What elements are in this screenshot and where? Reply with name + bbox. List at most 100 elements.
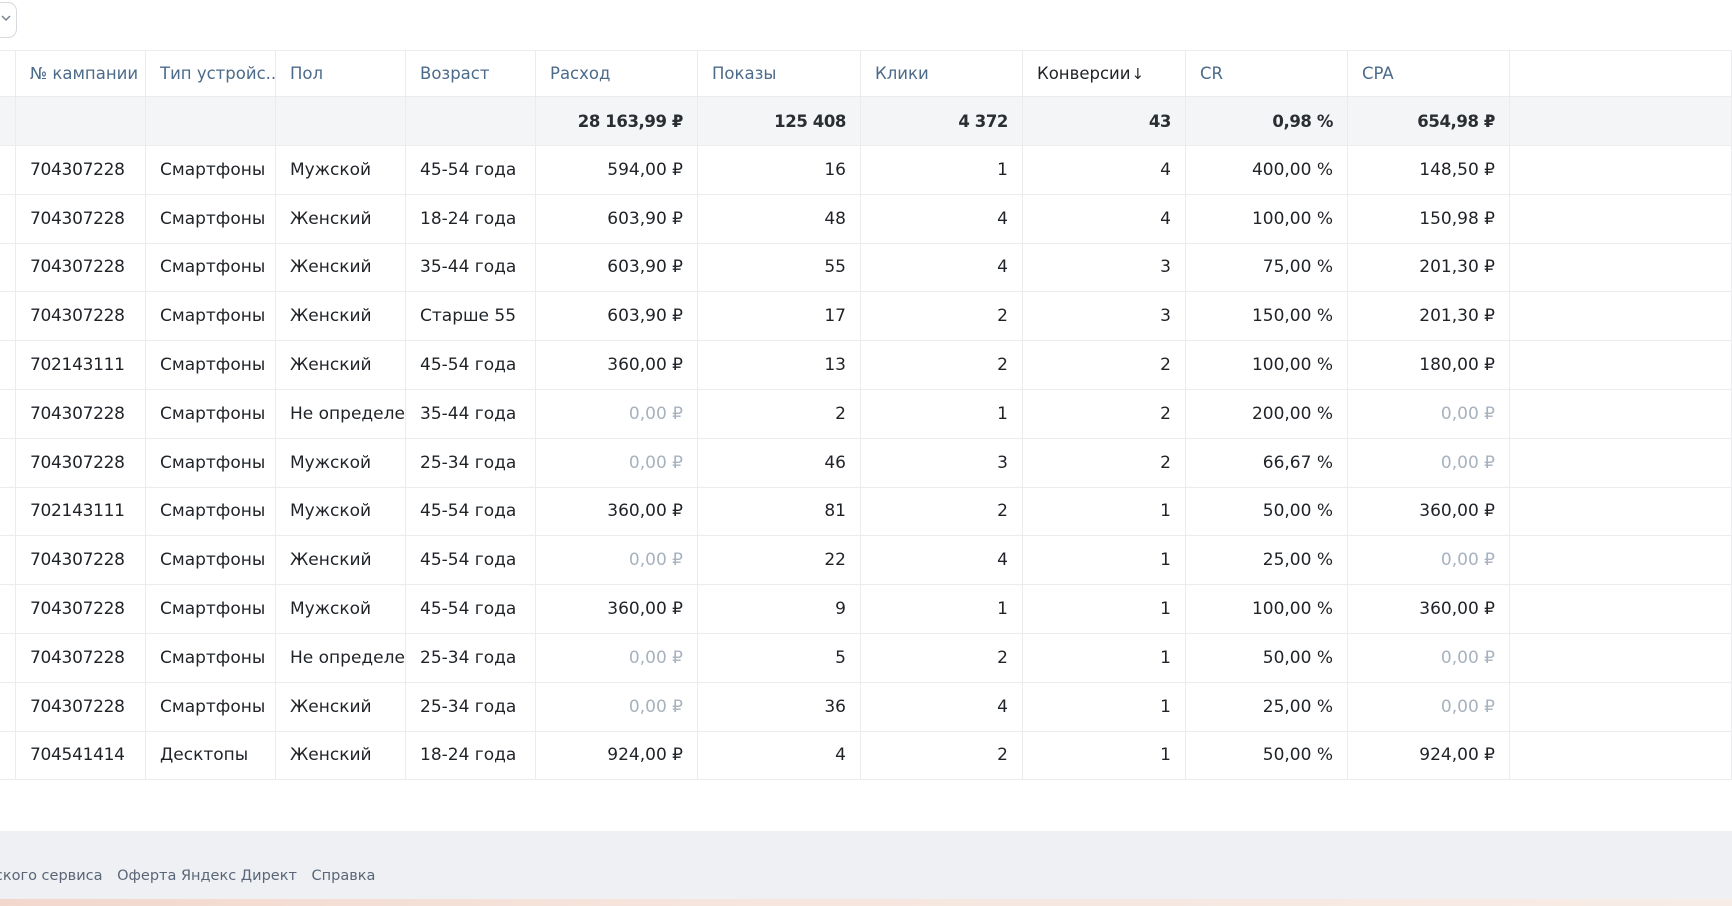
cell-clicks: 1 [861, 146, 1023, 194]
cell-device-type: Десктопы [146, 731, 276, 780]
cell-cr: 25,00 % [1186, 536, 1348, 585]
cell-cpa: 0,00 ₽ [1348, 536, 1510, 585]
cell-device-type: Смартфоны [146, 536, 276, 585]
cell-impressions: 46 [698, 438, 861, 487]
total-conversions: 43 [1023, 97, 1186, 145]
header-label-conversions: Конверсии [1037, 64, 1131, 83]
table-header: № кампании Тип устройс... Пол Возраст Расход… [0, 50, 1732, 97]
header-label-impressions: Показы [712, 64, 777, 83]
cell-clicks: 3 [861, 438, 1023, 487]
header-label-clicks: Клики [875, 64, 929, 83]
checkbox-dropdown[interactable] [0, 2, 17, 38]
cell-conversions: 2 [1023, 438, 1186, 487]
total-device-type [146, 97, 276, 145]
cell-cr: 50,00 % [1186, 634, 1348, 682]
header-label-cr: CR [1200, 64, 1223, 83]
cell-impressions: 13 [698, 341, 861, 389]
header-cost[interactable]: Расход [536, 51, 698, 96]
table-row: 704307228 Смартфоны Женский 18-24 года 603,9… [0, 194, 1732, 244]
cell-gender: Не определен [276, 390, 406, 438]
cell-clicks: 4 [861, 536, 1023, 585]
row-cell-trailing [1510, 243, 1732, 292]
totals-row: 28 163,99 ₽125 408 4 372 43 0,98 % 654,98 ₽ [0, 97, 1732, 146]
header-cpa[interactable]: CPA [1348, 51, 1510, 96]
sort-desc-icon[interactable]: ↓ [1131, 64, 1145, 83]
total-age [406, 97, 536, 145]
cell-cpa: 148,50 ₽ [1348, 146, 1510, 194]
header-device-type[interactable]: Тип устройс... [146, 51, 276, 96]
footer-link-service[interactable]: ентского сервиса [0, 868, 103, 884]
cell-cost: 594,00 ₽ [536, 146, 698, 194]
cell-cpa: 0,00 ₽ [1348, 390, 1510, 438]
cell-cpa: 0,00 ₽ [1348, 438, 1510, 487]
footer-strip [0, 899, 1732, 906]
cell-cost: 360,00 ₽ [536, 487, 698, 536]
cell-impressions: 2 [698, 390, 861, 438]
cell-campaign-id: 704307228 [16, 438, 146, 487]
row-cell-trailing [1510, 292, 1732, 341]
row-cell-trailing [1510, 487, 1732, 536]
cell-clicks: 4 [861, 194, 1023, 243]
table-row: 704307228 Смартфоны Мужской 25-34 года 0,00 … [0, 438, 1732, 488]
cell-conversions: 4 [1023, 146, 1186, 194]
cell-cr: 100,00 % [1186, 194, 1348, 243]
cell-impressions: 55 [698, 243, 861, 292]
cell-age: 35-44 года [406, 390, 536, 438]
cell-device-type: Смартфоны [146, 243, 276, 292]
row-cell-leading [0, 438, 16, 487]
header-campaign-id[interactable]: № кампании [16, 51, 146, 96]
footer-link-help[interactable]: Справка [311, 868, 376, 884]
cell-gender: Мужской [276, 146, 406, 194]
header-conversions[interactable]: Конверсии ↓ [1023, 51, 1186, 96]
row-cell-trailing [1510, 634, 1732, 682]
statistics-table: № кампании Тип устройс... Пол Возраст Расход… [0, 50, 1732, 831]
row-cell-trailing [1510, 682, 1732, 731]
row-cell-leading [0, 634, 16, 682]
cell-cr: 100,00 % [1186, 341, 1348, 389]
row-cell-leading [0, 682, 16, 731]
cell-device-type: Смартфоны [146, 682, 276, 731]
cell-device-type: Смартфоны [146, 341, 276, 389]
table-row: 704307228 Смартфоны Женский 25-34 года 0,00 … [0, 682, 1732, 732]
cell-gender: Женский [276, 536, 406, 585]
header-cell-trailing [1510, 51, 1732, 96]
cell-cr: 75,00 % [1186, 243, 1348, 292]
row-cell-leading [0, 585, 16, 633]
cell-device-type: Смартфоны [146, 585, 276, 633]
header-cell-leading [0, 51, 16, 96]
footer-link-offer[interactable]: Оферта Яндекс Директ [117, 868, 297, 884]
cell-clicks: 2 [861, 634, 1023, 682]
cell-age: 45-54 года [406, 341, 536, 389]
cell-impressions: 5 [698, 634, 861, 682]
cell-clicks: 2 [861, 487, 1023, 536]
cell-cost: 603,90 ₽ [536, 194, 698, 243]
cell-age: 35-44 года [406, 243, 536, 292]
cell-age: 45-54 года [406, 585, 536, 633]
row-cell-trailing [1510, 731, 1732, 780]
cell-clicks: 2 [861, 731, 1023, 780]
header-impressions[interactable]: Показы [698, 51, 861, 96]
cell-conversions: 1 [1023, 682, 1186, 731]
header-label-cpa: CPA [1362, 64, 1394, 83]
header-cr[interactable]: CR [1186, 51, 1348, 96]
chevron-down-icon [1, 15, 11, 22]
cell-clicks: 4 [861, 243, 1023, 292]
cell-cost: 603,90 ₽ [536, 243, 698, 292]
cell-cr: 200,00 % [1186, 390, 1348, 438]
cell-conversions: 1 [1023, 634, 1186, 682]
total-gender [276, 97, 406, 145]
cell-device-type: Смартфоны [146, 194, 276, 243]
cell-conversions: 4 [1023, 194, 1186, 243]
header-age[interactable]: Возраст [406, 51, 536, 96]
header-clicks[interactable]: Клики [861, 51, 1023, 96]
cell-age: 45-54 года [406, 146, 536, 194]
cell-conversions: 1 [1023, 487, 1186, 536]
row-cell-trailing [1510, 536, 1732, 585]
cell-cpa: 924,00 ₽ [1348, 731, 1510, 780]
row-cell-trailing [1510, 585, 1732, 633]
cell-cpa: 360,00 ₽ [1348, 487, 1510, 536]
cell-campaign-id: 704307228 [16, 292, 146, 341]
cell-campaign-id: 704307228 [16, 634, 146, 682]
cell-clicks: 2 [861, 292, 1023, 341]
header-gender[interactable]: Пол [276, 51, 406, 96]
